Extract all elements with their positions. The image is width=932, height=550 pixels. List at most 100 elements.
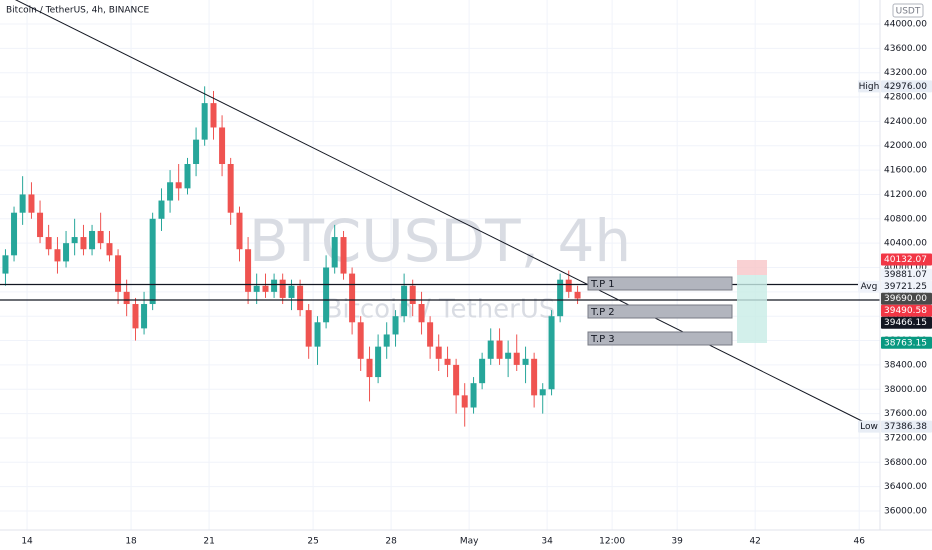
- candle-body: [392, 316, 399, 335]
- candle-body: [496, 340, 503, 359]
- candle-body: [349, 273, 356, 323]
- candle-body: [106, 243, 113, 256]
- currency-label: USDT: [896, 7, 921, 17]
- grid: [0, 0, 880, 530]
- price-marker: [881, 80, 932, 93]
- candle-body: [513, 352, 520, 365]
- price-axis: 36000.00 36400.00 36800.00 37200.00 37600.00…: [884, 19, 927, 516]
- candle-body: [314, 322, 321, 347]
- candle-body: [470, 383, 477, 408]
- time-axis: 14 18 21 25 28 May 34 12:00 39 42 46: [21, 537, 865, 547]
- x-tick-label: 25: [307, 537, 318, 547]
- target-box: [587, 276, 733, 291]
- target-label: T.P 3: [590, 334, 615, 345]
- price-marker-name-box: [858, 80, 880, 93]
- x-tick-label: 46: [853, 537, 865, 547]
- candle-body: [132, 304, 139, 329]
- candle-body: [331, 237, 338, 268]
- y-tick-label: 37200.00: [884, 433, 927, 443]
- candle-body: [479, 358, 486, 384]
- candle-body: [11, 212, 18, 256]
- candle-body: [383, 334, 390, 347]
- candle-body: [375, 346, 382, 378]
- price-marker-label: 42976.00: [884, 82, 927, 92]
- candle-body: [340, 237, 347, 274]
- candle-body: [149, 218, 156, 305]
- price-marker-label: 39721.25: [884, 282, 927, 292]
- price-marker: [881, 420, 932, 433]
- candle-body: [409, 285, 416, 305]
- y-tick-label: 36800.00: [884, 458, 927, 468]
- watermark: BTCUSDT, 4h: [249, 207, 631, 275]
- candle-body: [2, 255, 9, 274]
- x-tick-label: 18: [125, 537, 137, 547]
- y-tick-label: 37600.00: [884, 409, 927, 419]
- currency-box: [892, 3, 924, 18]
- candle-body: [141, 304, 148, 329]
- candle-body: [236, 212, 243, 250]
- candle-body: [565, 279, 572, 292]
- target-label: T.P 1: [590, 279, 615, 290]
- y-tick-label: 36400.00: [884, 482, 927, 492]
- x-tick-label: 14: [21, 537, 33, 547]
- candle-body: [505, 352, 512, 359]
- candle-body: [184, 164, 191, 189]
- y-tick-label: 42000.00: [884, 141, 927, 151]
- candle-body: [522, 358, 529, 365]
- candle-body: [574, 291, 581, 299]
- x-tick-label: 42: [749, 537, 760, 547]
- candle-body: [357, 322, 364, 359]
- y-tick-label: 40400.00: [884, 239, 927, 249]
- candle-body: [453, 364, 460, 396]
- candle-body: [37, 212, 44, 238]
- candle-body: [531, 358, 538, 396]
- price-marker-label: 37386.38: [884, 422, 927, 432]
- candle-body: [89, 230, 96, 250]
- price-marker-label: 39690.00: [884, 294, 927, 304]
- candle-body: [539, 389, 546, 396]
- price-marker: [881, 292, 932, 305]
- chart-title: Bitcoin / TetherUS, 4h, BINANCE: [6, 6, 150, 16]
- candle-body: [548, 316, 555, 390]
- candle-body: [115, 255, 122, 292]
- price-marker: [881, 280, 932, 293]
- candle-body: [175, 182, 182, 189]
- y-tick-label: 38000.00: [884, 385, 927, 395]
- candle-body: [366, 358, 373, 378]
- x-tick-label: 21: [203, 537, 214, 547]
- candle-body: [401, 285, 408, 317]
- y-tick-label: 43200.00: [884, 68, 927, 78]
- candle-body: [297, 285, 304, 311]
- price-markers: 42976.00 High 40132.07 39881.07 39721.25 Avg 3…: [858, 80, 932, 433]
- candle-body: [97, 230, 104, 244]
- candle-body: [80, 237, 87, 250]
- candle-body: [210, 103, 217, 128]
- price-marker-name-box: [858, 420, 880, 433]
- candle-body: [288, 285, 295, 298]
- candle-body: [427, 322, 434, 347]
- price-marker: [881, 336, 932, 349]
- target-label: T.P 2: [590, 307, 615, 318]
- candle-body: [54, 249, 61, 262]
- y-tick-label: 38400.00: [884, 360, 927, 370]
- price-marker-label: 38763.15: [884, 338, 927, 348]
- horizontal-lines: [0, 283, 880, 301]
- price-marker-name: High: [859, 82, 880, 92]
- price-marker: [881, 316, 932, 329]
- candle-body: [444, 358, 451, 365]
- candle-body: [158, 200, 165, 219]
- candle-body: [461, 395, 468, 408]
- price-marker-label: 39881.07: [884, 270, 927, 280]
- price-marker-name: Avg: [861, 282, 878, 292]
- candle-body: [123, 291, 130, 305]
- y-tick-label: 40800.00: [884, 214, 927, 224]
- candle-body: [279, 279, 286, 298]
- x-tick-label: 34: [541, 537, 553, 547]
- candle-body: [167, 182, 174, 201]
- y-tick-label: 41200.00: [884, 190, 927, 200]
- candle-body: [71, 237, 78, 244]
- candle-body: [28, 194, 35, 213]
- price-marker-name: Low: [860, 422, 878, 432]
